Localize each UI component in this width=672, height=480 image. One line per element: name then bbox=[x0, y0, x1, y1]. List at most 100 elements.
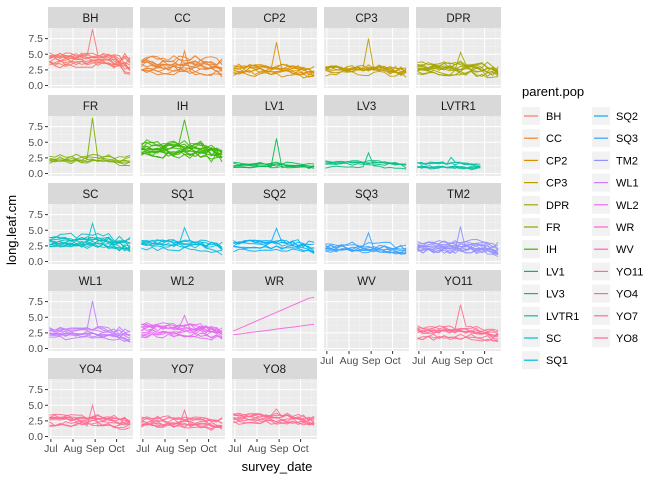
legend: parent.pop BH CC CP2 CP3 DPR FR IH LV1 LV3 LVTR1 SC… bbox=[522, 76, 660, 382]
legend-label: LVTR1 bbox=[546, 311, 579, 323]
y-tick-label: 5.0 bbox=[28, 137, 43, 149]
facet-sc: SC bbox=[48, 183, 133, 264]
facet-lv3: LV3 bbox=[324, 95, 409, 176]
series-line-yo7 bbox=[141, 415, 223, 422]
series-line-cp3 bbox=[325, 70, 407, 78]
legend-label: YO11 bbox=[616, 266, 643, 278]
y-tick-label: 5.0 bbox=[28, 225, 43, 237]
series-line-wr bbox=[233, 323, 315, 336]
legend-item-lv1: LV1 bbox=[522, 262, 565, 281]
legend-label: SC bbox=[546, 333, 561, 345]
panel-background bbox=[324, 28, 409, 88]
series-line-tm2 bbox=[417, 247, 499, 254]
legend-item-wr: WR bbox=[592, 218, 634, 236]
y-tick-label: 7.5 bbox=[28, 384, 43, 396]
facet-yo4: YO4 bbox=[48, 358, 133, 439]
legend-item-cp3: CP3 bbox=[522, 173, 567, 192]
series-line-sc bbox=[49, 232, 131, 248]
facet-strip-label: CC bbox=[174, 13, 191, 25]
legend-label: LV3 bbox=[546, 289, 565, 301]
facet-strip-label: WL1 bbox=[79, 276, 103, 288]
series-line-bh bbox=[49, 55, 131, 64]
series-line-sq2 bbox=[233, 245, 315, 254]
y-tick-label: 0.0 bbox=[28, 431, 43, 443]
y-tick-label: 0.0 bbox=[28, 343, 43, 355]
facet-strip bbox=[140, 358, 225, 379]
legend-label: CC bbox=[546, 133, 562, 145]
facet-strip-label: SQ2 bbox=[263, 189, 286, 201]
facet-lvtr1: LVTR1 bbox=[416, 95, 501, 176]
series-line-lv1 bbox=[233, 165, 315, 169]
y-tick-label: 2.5 bbox=[28, 240, 43, 252]
x-tick-label: Sep bbox=[86, 443, 105, 455]
series-line-sq2 bbox=[233, 239, 315, 248]
series-line-lv1 bbox=[233, 162, 315, 168]
series-line-cp3 bbox=[325, 67, 407, 77]
series-line-ih bbox=[141, 152, 223, 163]
facet-strip bbox=[140, 270, 225, 291]
series-line-sq1 bbox=[141, 239, 223, 250]
y-tick-label: 2.5 bbox=[28, 327, 43, 339]
panel-background bbox=[416, 291, 501, 351]
legend-item-wl1: WL1 bbox=[592, 173, 639, 192]
series-line-sc bbox=[49, 239, 131, 252]
facet-strip-label: SC bbox=[83, 189, 99, 201]
legend-label: WR bbox=[616, 222, 634, 234]
facet-sq2: SQ2 bbox=[232, 183, 317, 264]
panel-background bbox=[232, 379, 317, 439]
facet-strip bbox=[324, 183, 409, 204]
legend-label: WV bbox=[616, 244, 634, 256]
legend-label: CP2 bbox=[546, 155, 567, 167]
facet-yo11: YO11 bbox=[416, 270, 501, 351]
series-line-dpr bbox=[417, 62, 499, 72]
series-line-sc bbox=[49, 242, 131, 252]
series-line-yo7 bbox=[141, 422, 223, 427]
series-line-yo4 bbox=[49, 416, 131, 425]
y-axis-title: long.leaf.cm bbox=[4, 195, 19, 265]
y-axes: 0.0 2.5 5.0 7.5 0.0 2.5 5.0 7.5 0.0 2.5 5.0 7.5 0.0 2… bbox=[28, 33, 48, 443]
series-line-sc bbox=[49, 243, 131, 253]
x-tick-label: Jul bbox=[412, 355, 425, 367]
facet-strip bbox=[232, 358, 317, 379]
facet-yo8: YO8 bbox=[232, 358, 317, 439]
series-line-tm2 bbox=[417, 244, 499, 251]
facet-tm2: TM2 bbox=[416, 183, 501, 264]
x-tick-label: Sep bbox=[178, 443, 197, 455]
series-line-fr bbox=[49, 156, 131, 162]
y-tick-label: 7.5 bbox=[28, 296, 43, 308]
facet-strip bbox=[140, 7, 225, 28]
panel-background bbox=[48, 379, 133, 439]
facet-sq1: SQ1 bbox=[140, 183, 225, 264]
facet-strip bbox=[416, 183, 501, 204]
series-line-dpr bbox=[417, 65, 499, 76]
legend-label: SQ2 bbox=[616, 111, 638, 123]
series-line-sq3 bbox=[325, 241, 407, 249]
legend-title: parent.pop bbox=[522, 84, 584, 99]
series-line-yo11 bbox=[417, 329, 499, 337]
series-line-yo8 bbox=[233, 412, 315, 421]
facet-strip-label: YO11 bbox=[444, 276, 473, 288]
series-line-yo8 bbox=[233, 419, 315, 426]
facet-wr: WR bbox=[232, 270, 317, 351]
facet-strip bbox=[232, 95, 317, 116]
series-line-tm2 bbox=[417, 243, 499, 255]
legend-label: WL2 bbox=[616, 200, 639, 212]
legend-label: TM2 bbox=[616, 155, 638, 167]
facet-strip-label: CP2 bbox=[263, 13, 285, 25]
facet-strip-label: YO4 bbox=[79, 364, 103, 376]
y-tick-label: 7.5 bbox=[28, 33, 43, 45]
x-tick-label: Oct bbox=[476, 355, 492, 367]
panel-background bbox=[324, 204, 409, 264]
legend-item-lv3: LV3 bbox=[522, 284, 565, 303]
y-tick-label: 5.0 bbox=[28, 400, 43, 412]
series-line-yo4 bbox=[49, 420, 131, 428]
panel-background bbox=[48, 291, 133, 351]
facet-strip-label: CP3 bbox=[355, 13, 377, 25]
series-line-yo7 bbox=[141, 421, 223, 429]
y-tick-label: 5.0 bbox=[28, 49, 43, 61]
facet-strip bbox=[232, 7, 317, 28]
y-tick-label: 2.5 bbox=[28, 415, 43, 427]
facet-strip bbox=[48, 358, 133, 379]
facet-strip bbox=[48, 95, 133, 116]
series-line-sc bbox=[49, 236, 131, 245]
